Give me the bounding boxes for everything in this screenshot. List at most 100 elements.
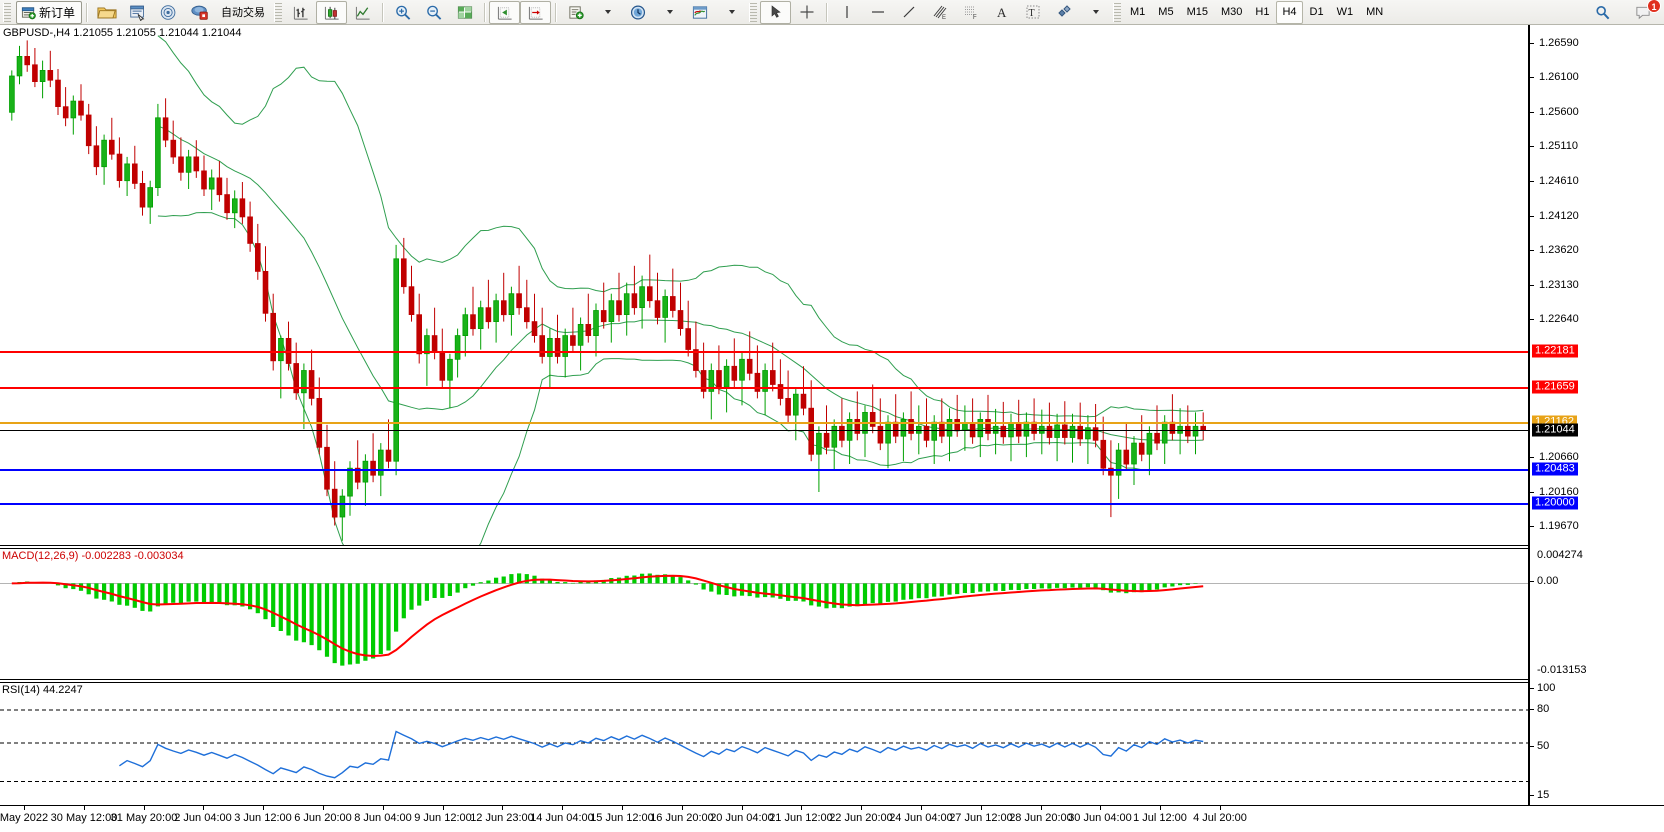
price-axis-label: 1.24120: [1539, 209, 1579, 222]
auto-trading-icon: [190, 5, 208, 20]
trendline-icon: [903, 6, 914, 18]
candlestick-chart-icon: [324, 6, 339, 20]
time-tick: [323, 806, 324, 810]
chart-window[interactable]: GBPUSD-,H4 1.21055 1.21055 1.21044 1.210…: [0, 25, 1664, 832]
navigator-button[interactable]: [153, 1, 184, 24]
text-label-button[interactable]: A: [986, 1, 1017, 24]
search-button[interactable]: [1587, 1, 1618, 24]
level-line-2[interactable]: [0, 422, 1529, 424]
time-axis-label: 6 Jun 20:00: [294, 812, 352, 824]
svg-text:T: T: [1028, 8, 1034, 19]
price-panel[interactable]: [0, 25, 1529, 545]
price-axis[interactable]: 1.26590 1.26100 1.25600 1.25110 1.24610 1.241…: [1529, 25, 1664, 805]
horizontal-line-button[interactable]: [862, 1, 893, 24]
equidistant-channel-button[interactable]: E: [924, 1, 955, 24]
zoom-out-button[interactable]: [418, 1, 449, 24]
price-tick: [1530, 318, 1534, 320]
auto-scroll-button[interactable]: [489, 0, 521, 24]
level-line-0[interactable]: [0, 350, 1529, 353]
time-tick: [443, 806, 444, 810]
time-axis-label: 12 Jun 23:00: [470, 812, 534, 824]
candlestick-chart-button[interactable]: [316, 0, 348, 24]
timeframe-m30-button[interactable]: M30: [1220, 6, 1243, 18]
auto-trading-button[interactable]: [184, 1, 215, 24]
chat-button[interactable]: 1: [1627, 0, 1661, 24]
toolbar-grip-4[interactable]: [1113, 2, 1122, 22]
time-axis[interactable]: May 2022 30 May 12:00 31 May 20:00 2 Jun 04…: [0, 805, 1664, 832]
price-chip-bid-price[interactable]: 1.21044: [1532, 423, 1578, 437]
auto-trading-label[interactable]: 自动交易: [221, 7, 266, 19]
templates-button[interactable]: [684, 1, 715, 24]
vertical-line-button[interactable]: [831, 1, 862, 24]
price-axis-label: 1.25110: [1539, 140, 1578, 153]
macd-signal-line: [11, 574, 1204, 658]
price-chip-resistance[interactable]: 1.21659: [1532, 380, 1578, 394]
price-axis-label: 1.22640: [1539, 312, 1579, 325]
bar-chart-button[interactable]: [285, 1, 316, 24]
timeframe-w1-button[interactable]: W1: [1336, 6, 1354, 18]
chart-grid-button[interactable]: [449, 1, 480, 24]
timeframe-h1-button[interactable]: H1: [1255, 6, 1270, 18]
price-chip-support[interactable]: 1.20000: [1532, 496, 1578, 510]
macd-panel-top-border-2: [0, 548, 1529, 549]
price-chip-support[interactable]: 1.20483: [1532, 462, 1578, 476]
text-box-button[interactable]: T: [1017, 1, 1048, 24]
level-line-5[interactable]: [0, 503, 1529, 506]
periods-button[interactable]: [622, 1, 653, 24]
shapes-button[interactable]: [1048, 1, 1079, 24]
data-window-button[interactable]: [122, 1, 153, 24]
timeframe-m15-button[interactable]: M15: [1186, 6, 1208, 18]
trendline-button[interactable]: [893, 1, 924, 24]
level-line-1[interactable]: [0, 387, 1529, 390]
fibonacci-button[interactable]: F: [955, 1, 986, 24]
zoom-in-button[interactable]: [387, 1, 418, 24]
line-chart-button[interactable]: [347, 1, 378, 24]
shapes-dropdown[interactable]: [1079, 1, 1110, 24]
price-tick: [1530, 146, 1534, 148]
rsi-axis-label: 80: [1537, 703, 1550, 715]
timeframe-h4-button[interactable]: H4: [1276, 0, 1303, 24]
toolbar-grip-3[interactable]: [749, 2, 758, 22]
cursor-button[interactable]: [760, 0, 792, 24]
crosshair-button[interactable]: [791, 1, 822, 24]
add-indicator-button[interactable]: [560, 1, 591, 24]
add-indicator-dropdown[interactable]: [591, 1, 622, 24]
timeframe-m1-button[interactable]: M1: [1130, 6, 1146, 18]
time-tick: [801, 806, 802, 810]
toolbar-grip[interactable]: [3, 2, 11, 22]
chart-shift-button[interactable]: [520, 0, 552, 24]
chat-badge: 1: [1647, 0, 1661, 13]
timeframe-d1-button[interactable]: D1: [1309, 6, 1324, 18]
price-tick: [1530, 43, 1534, 45]
new-order-button[interactable]: 新订单: [16, 0, 83, 24]
timeframe-m5-button[interactable]: M5: [1158, 6, 1174, 18]
chart-plot-area[interactable]: GBPUSD-,H4 1.21055 1.21055 1.21044 1.210…: [0, 25, 1529, 805]
add-indicator-icon: [568, 5, 584, 19]
main-toolbar: 新订单 自动交易: [0, 0, 1664, 25]
auto-scroll-icon: [497, 6, 512, 20]
rsi-axis-label: 100: [1537, 682, 1556, 694]
time-axis-label: 30 Jun 04:00: [1068, 812, 1132, 824]
price-chip-resistance[interactable]: 1.22181: [1532, 344, 1578, 358]
folder-button[interactable]: [91, 1, 122, 24]
level-line-4[interactable]: [0, 469, 1529, 472]
time-tick: [84, 806, 85, 810]
time-axis-label: May 2022: [0, 812, 49, 824]
rsi-panel[interactable]: [0, 683, 1529, 805]
timeframe-mn-button[interactable]: MN: [1366, 6, 1384, 18]
macd-histogram: [17, 573, 1198, 666]
new-order-label: 新订单: [39, 5, 76, 20]
toolbar-grip-2[interactable]: [274, 2, 283, 22]
templates-icon: [692, 5, 707, 19]
periods-dropdown[interactable]: [653, 1, 684, 24]
time-tick: [1160, 806, 1161, 810]
macd-panel[interactable]: [0, 549, 1529, 679]
shapes-icon: [1057, 5, 1071, 17]
level-line-3[interactable]: [0, 430, 1529, 432]
templates-dropdown[interactable]: [715, 1, 746, 24]
price-axis-label: 1.23620: [1539, 244, 1579, 257]
cursor-arrow-icon: [771, 5, 781, 18]
chevron-down-icon: [666, 10, 673, 14]
time-axis-label: 20 Jun 04:00: [710, 812, 774, 824]
rsi-panel-top-border-2: [0, 682, 1529, 683]
